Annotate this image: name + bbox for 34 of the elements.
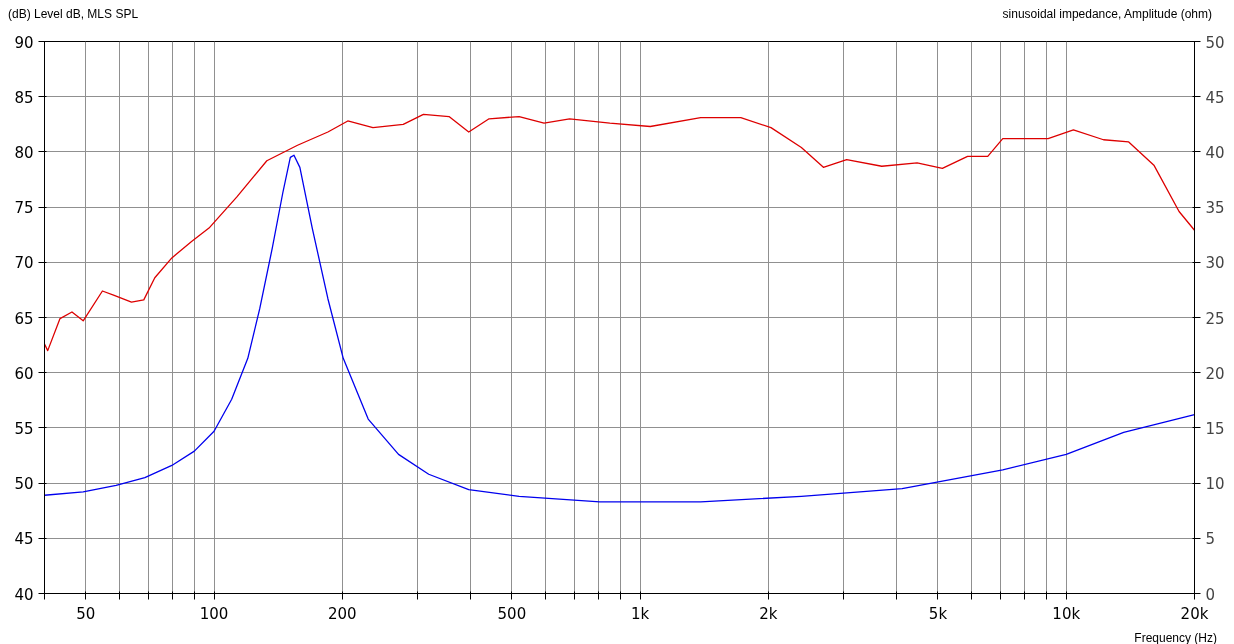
y-tick-label: 60 <box>14 364 34 383</box>
x-tick-label: 500 <box>497 604 527 623</box>
y-axis-title: (dB) Level dB, MLS SPL <box>8 6 139 23</box>
y-tick-label: 85 <box>14 88 34 107</box>
y2-tick-label: 45 <box>1205 88 1225 107</box>
y-tick-label: 65 <box>14 309 34 328</box>
x-tick-label: 1k <box>631 604 650 623</box>
y-tick-label: 70 <box>14 254 34 273</box>
y2-tick-label: 10 <box>1205 475 1225 494</box>
y-tick-label: 45 <box>14 530 34 549</box>
y2-tick-label: 20 <box>1205 364 1225 383</box>
y2-tick-label: 50 <box>1205 33 1225 52</box>
x-axis-title: Frequency (Hz) <box>1133 630 1217 644</box>
x-tick-label: 2k <box>759 604 778 623</box>
y-tick-label: 90 <box>14 33 34 52</box>
y-tick-label: 55 <box>14 419 34 438</box>
y-tick-label: 50 <box>14 475 34 494</box>
x-tick-label: 5k <box>928 604 948 623</box>
y-tick-label: 75 <box>14 199 34 218</box>
x-tick-label: 20k <box>1180 604 1209 623</box>
x-tick-label: 200 <box>328 604 357 623</box>
x-tick-label: 10k <box>1052 604 1081 623</box>
y-tick-label: 40 <box>14 585 34 604</box>
y2-tick-label: 5 <box>1205 530 1216 549</box>
y-tick-label: 80 <box>14 143 34 162</box>
y2-tick-label: 40 <box>1205 143 1225 162</box>
y2-tick-label: 35 <box>1205 199 1225 218</box>
x-tick-label: 50 <box>76 604 96 623</box>
y2-tick-label: 0 <box>1205 585 1216 604</box>
y2-tick-label: 15 <box>1205 419 1225 438</box>
x-tick-label: 100 <box>199 604 229 623</box>
y2-tick-label: 25 <box>1205 309 1225 328</box>
y2-tick-label: 30 <box>1205 254 1225 273</box>
y2-axis-title: sinusoidal impedance, Amplitude (ohm) <box>1002 6 1212 23</box>
